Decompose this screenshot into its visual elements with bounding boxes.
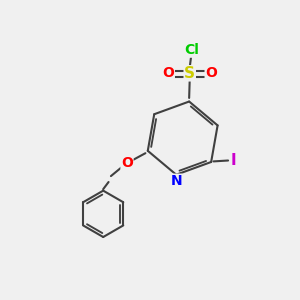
Text: O: O: [205, 66, 217, 80]
Text: S: S: [184, 66, 195, 81]
Text: O: O: [162, 66, 174, 80]
Text: I: I: [231, 153, 236, 168]
Text: Cl: Cl: [184, 43, 199, 57]
Text: N: N: [170, 174, 182, 188]
Text: O: O: [121, 156, 133, 170]
